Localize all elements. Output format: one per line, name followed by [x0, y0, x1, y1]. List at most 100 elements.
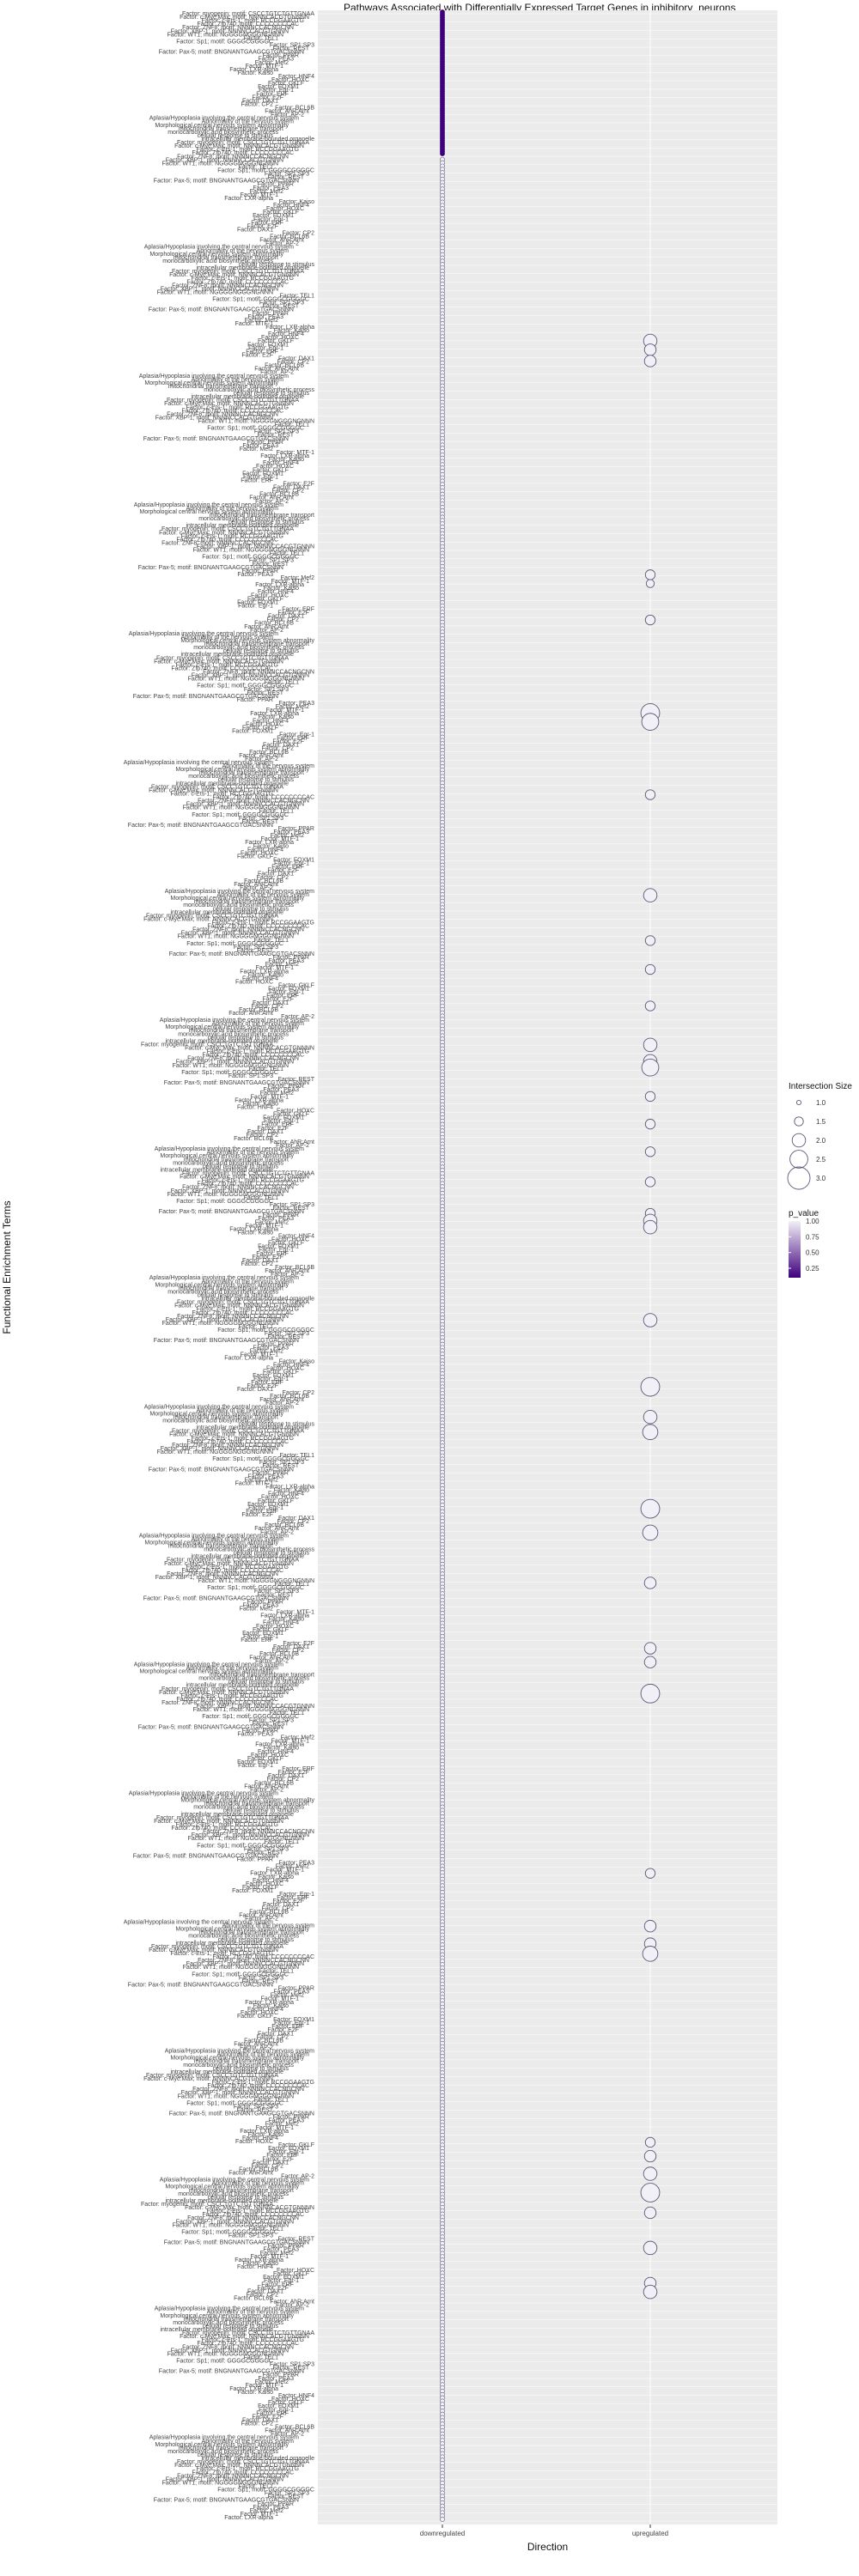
legend-size-swatch: [795, 1099, 802, 1106]
y-tick-label: Factor: GKLF: [253, 1627, 289, 1633]
y-tick-label: Factor: ZNF8; motif: NNNNCCACNGCNN: [192, 927, 304, 933]
y-tick-label: monocarboxylic acid biosynthetic process: [162, 1418, 273, 1424]
y-tick-label: Factor: HNF4: [268, 1492, 304, 1498]
y-tick-label: Factor: E2F: [241, 352, 273, 358]
y-tick-label: Factor: HOXC: [251, 592, 289, 598]
y-tick-label: Factor: DAX1: [263, 743, 299, 749]
y-tick-label: Factor: AhR:Arnt: [265, 2428, 309, 2434]
y-tick-label: Factor: ZNF8; motif: NNNNCCACNGCNN: [182, 25, 294, 31]
y-tick-label: Factor: SP1:SP3: [270, 2362, 314, 2368]
y-tick-label: Factor: Egr-1: [274, 861, 309, 867]
y-tick-label: Factor: myogenin; motif: CSCCTGTCTGTTGNA…: [182, 2330, 314, 2336]
legend-color-title: p_value: [789, 1209, 819, 1218]
y-tick-label: monocarboxylic acid biosynthetic process: [198, 516, 309, 522]
y-tick-label: Factor: c-Ets-1; motif: RCCGGAAGTG: [197, 1307, 299, 1313]
y-tick-label: Factor: ERF: [241, 1637, 273, 1643]
data-point-up: [642, 1946, 659, 1962]
y-tick-label: Factor: PPAR: [247, 440, 283, 446]
y-tick-label: Factor: MTF-1: [261, 1996, 299, 2002]
y-tick-label: Factor: CP2: [267, 617, 299, 623]
y-tick-label: Morphological central nervous system abn…: [170, 896, 304, 902]
y-tick-label: Factor: c-Ets-1; motif: RCCGGAAGTG: [186, 1564, 289, 1571]
data-point-up: [645, 579, 655, 588]
y-tick-label: Factor: HOXC: [271, 77, 309, 83]
y-tick-label: Factor: DAX1: [247, 1129, 283, 1135]
y-tick-label: Aplasia/Hypoplasia involving the central…: [134, 1662, 283, 1668]
y-tick-label: Factor: Sp1; motif: GGGGCGGGGC: [207, 1585, 304, 1591]
y-tick-label: intracellular membrane-bounded organelle: [165, 1038, 278, 1044]
legend-size-swatch: [787, 1166, 811, 1190]
y-tick-label: Abnormality of the nervous system: [181, 635, 274, 641]
y-tick-label: Factor: Sp1; motif: GGGGCGGGGC: [217, 2488, 314, 2494]
y-tick-label: Factor: WT1; motif: NGGGGNGGGNGNNN: [162, 1321, 278, 1327]
y-tick-label: Factor: HNF4: [247, 2007, 283, 2013]
y-tick-label: Factor: DAX1: [237, 227, 273, 233]
y-tick-label: mitochondrial transmembrane transport: [168, 384, 273, 390]
y-tick-label: cellular response to stimulus: [223, 648, 300, 654]
data-point-up: [644, 1176, 656, 1188]
y-tick-label: Factor: E2F: [262, 997, 294, 1003]
y-tick-label: Factor: Sp1; motif: GGGGCGGGGC: [176, 39, 273, 45]
y-tick-label: Abnormality of the nervous system: [192, 1536, 284, 1542]
y-tick-label: Factor: FOXM1: [263, 2275, 304, 2281]
y-tick-label: Factor: HNF4: [263, 1620, 299, 1626]
y-tick-label: Factor: AhR:Arnt: [239, 753, 283, 759]
data-point-up: [642, 1424, 659, 1441]
y-tick-label: Factor: Pax-5; motif: BNGNANTGAAGCGTGACS…: [154, 1338, 299, 1344]
y-tick-label: Factor: FOXM1: [253, 213, 294, 219]
y-tick-label: monocarboxylic acid biosynthetic process: [178, 1031, 289, 1037]
y-tick-label: Factor: DAX1: [268, 1773, 304, 1779]
y-tick-label: Factor: Mef2: [276, 1864, 309, 1870]
y-tick-label: Factor: TEL1: [249, 1066, 283, 1072]
y-tick-label: Factor: c-Myc:Max; motif: NNNNCACGTGNNNN: [164, 1561, 294, 1567]
y-tick-label: Factor: Egr-1: [253, 1376, 289, 1382]
y-tick-label: Factor: GKLF: [263, 210, 299, 216]
y-tick-label: Factor: Sp1; motif: GGGGCGGGGC: [202, 1714, 299, 1720]
y-tick-label: Morphological central nervous system abn…: [165, 1024, 299, 1030]
y-tick-label: Morphological central nervous system abn…: [175, 767, 309, 773]
y-tick-label: Abnormality of the nervous system: [202, 2439, 295, 2445]
y-tick-label: Factor: Pax-5; motif: BNGNANTGAAGCGTGACS…: [143, 1595, 289, 1601]
y-tick-label: Factor: TEL1: [270, 551, 304, 557]
y-tick-label: mitochondrial transmembrane transport: [184, 1157, 289, 1163]
data-point-up: [643, 2240, 658, 2256]
y-tick-label: Factor: MTF-1: [251, 2254, 289, 2260]
y-tick-label: Factor: Pax-5; motif: BNGNANTGAAGCGTGACS…: [133, 694, 278, 700]
y-tick-label: mitochondrial transmembrane transport: [199, 770, 304, 776]
legend-size-label: 2.0: [816, 1137, 826, 1145]
y-tick-label: Factor: AhR:Arnt: [265, 109, 309, 115]
y-tick-label: Factor: MTF-1: [235, 321, 273, 327]
y-tick-label: Factor: c-Myc:Max; motif: NNNNCACGTGNNNN: [143, 2076, 273, 2082]
y-tick-label: Factor: FOXM1: [258, 1244, 299, 1250]
data-point-up: [643, 2166, 658, 2181]
y-tick-label: Factor: Kaiso: [269, 1617, 304, 1623]
y-tick-label: Factor: c-Ets-1; motif: RCCGGAAGTG: [202, 2337, 304, 2343]
data-point-up: [644, 1118, 656, 1130]
y-tick-label: Factor: c-Myc:Max; motif: NNNNCACGTGNNNN: [149, 1947, 278, 1953]
y-tick-label: Factor: E2F: [247, 1383, 278, 1389]
y-tick-label: intracellular membrane-bounded organelle: [170, 2069, 283, 2075]
y-tick-label: Factor: XBP-1; motif: NNNNCCACGTGNNN: [161, 1446, 278, 1452]
y-tick-label: Factor: SP1:SP3: [234, 2104, 278, 2110]
y-tick-label: Factor: c-Ets-1; motif: RCCGGAAGTG: [202, 1178, 304, 1184]
y-tick-label: Factor: AhR:Arnt: [254, 367, 299, 373]
y-tick-label: Factor: LXR-alpha: [245, 840, 294, 846]
y-tick-label: Factor: ZNF8; motif: NNNNCCACNGCNN: [187, 2215, 299, 2221]
y-tick-label: Factor: c-Ets-1; motif: RCCGGAAGTG: [192, 1436, 294, 1442]
data-point-up: [640, 1498, 661, 1519]
y-tick-label: Factor: XBP-1; motif: NNNNCCACGTGNNN: [176, 1060, 294, 1066]
data-point-up: [644, 1000, 656, 1012]
y-tick-label: mitochondrial transmembrane transport: [179, 2445, 283, 2451]
y-tick-label: Factor: Egr-1: [279, 1892, 314, 1898]
data-point-up: [644, 935, 656, 946]
y-tick-label: Factor: E2F: [277, 1770, 309, 1776]
y-tick-label: Factor: Kaiso: [238, 2390, 273, 2396]
y-tick-label: Factor: TEL1: [239, 1324, 273, 1330]
y-tick-label: Factor: REST: [247, 690, 284, 696]
y-tick-label: Abnormality of the nervous system: [212, 1021, 305, 1027]
y-tick-label: cellular response to stimulus: [234, 391, 310, 397]
y-tick-label: Factor: DAX1: [258, 2031, 294, 2037]
y-tick-label: monocarboxylic acid biosynthetic process: [198, 1676, 309, 1682]
y-tick-label: Factor: Pax-5; motif: BNGNANTGAAGCGTGACS…: [133, 1853, 278, 1859]
y-tick-label: Factor: TEL1: [239, 2483, 273, 2489]
